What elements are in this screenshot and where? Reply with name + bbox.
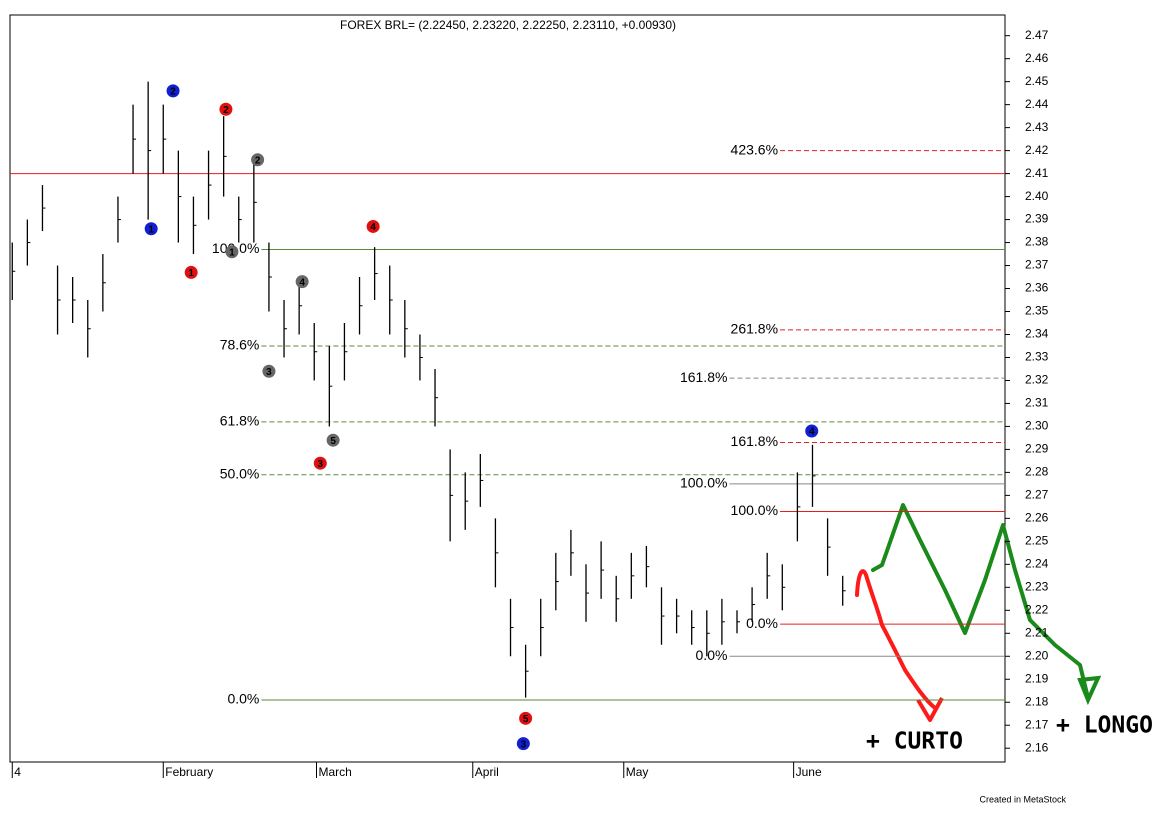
y-tick-label: 2.29 <box>1025 442 1049 456</box>
hand-arrowhead <box>1077 675 1102 706</box>
wave-label: 3 <box>266 367 272 378</box>
fib-label: 0.0% <box>227 691 259 707</box>
y-tick-label: 2.45 <box>1025 74 1049 88</box>
y-tick-label: 2.34 <box>1025 327 1049 341</box>
wave-label: 2 <box>223 105 229 116</box>
fib-label: 100.0% <box>731 502 778 518</box>
fib-label: 61.8% <box>220 413 260 429</box>
y-tick-label: 2.39 <box>1025 212 1049 226</box>
wave-marker <box>225 245 239 259</box>
wave-marker <box>366 219 380 233</box>
hand-arrowhead <box>916 697 944 722</box>
fib-label: 50.0% <box>220 465 260 481</box>
hand-zigzag <box>871 503 1090 700</box>
y-tick-label: 2.18 <box>1025 694 1049 708</box>
fib-label: 0.0% <box>746 615 778 631</box>
y-tick-label: 2.40 <box>1025 189 1049 203</box>
wave-label: 3 <box>521 739 527 750</box>
wave-label: 4 <box>809 427 815 438</box>
y-tick-label: 2.35 <box>1025 304 1049 318</box>
y-tick-label: 2.23 <box>1025 579 1049 593</box>
y-tick-label: 2.46 <box>1025 51 1049 65</box>
y-tick-label: 2.26 <box>1025 511 1049 525</box>
y-tick-label: 2.43 <box>1025 120 1049 134</box>
y-tick-label: 2.27 <box>1025 488 1049 502</box>
wave-marker <box>295 275 309 289</box>
y-tick-label: 2.37 <box>1025 258 1049 272</box>
wave-label: 4 <box>299 277 305 288</box>
wave-marker <box>313 456 327 470</box>
wave-marker <box>326 433 340 447</box>
wave-label: 1 <box>188 268 194 279</box>
wave-label: 2 <box>255 155 261 166</box>
fib-label: 423.6% <box>731 141 778 157</box>
wave-marker <box>519 711 533 725</box>
x-tick-label: February <box>165 765 213 779</box>
x-tick-label: May <box>626 765 649 779</box>
y-tick-label: 2.36 <box>1025 281 1049 295</box>
hand-note: + LONGO <box>1056 713 1153 739</box>
footer: Created in MetaStock <box>979 794 1066 804</box>
wave-marker <box>805 424 819 438</box>
y-tick-label: 2.30 <box>1025 419 1049 433</box>
y-tick-label: 2.22 <box>1025 602 1049 616</box>
wave-label: 3 <box>317 459 323 470</box>
y-tick-label: 2.19 <box>1025 671 1049 685</box>
wave-marker <box>516 737 530 751</box>
wave-label: 5 <box>330 436 336 447</box>
y-tick-label: 2.31 <box>1025 396 1049 410</box>
fib-label: 161.8% <box>731 433 778 449</box>
wave-marker <box>166 84 180 98</box>
x-tick-label: April <box>475 765 499 779</box>
y-tick-label: 2.44 <box>1025 97 1049 111</box>
wave-marker <box>262 364 276 378</box>
wave-label: 1 <box>148 224 154 235</box>
y-tick-label: 2.25 <box>1025 534 1049 548</box>
wave-marker <box>144 222 158 236</box>
hand-arrow <box>855 569 937 710</box>
y-tick-label: 2.38 <box>1025 235 1049 249</box>
wave-label: 4 <box>370 222 376 233</box>
wave-marker <box>251 153 265 167</box>
y-tick-label: 2.28 <box>1025 465 1049 479</box>
fib-label: 0.0% <box>696 647 728 663</box>
fib-label: 78.6% <box>220 337 260 353</box>
y-tick-label: 2.42 <box>1025 143 1049 157</box>
y-tick-label: 2.17 <box>1025 717 1049 731</box>
y-tick-label: 2.16 <box>1025 740 1049 754</box>
x-tick-label: 4 <box>14 765 21 779</box>
wave-marker <box>184 265 198 279</box>
fib-label: 161.8% <box>680 369 727 385</box>
y-tick-label: 2.21 <box>1025 625 1049 639</box>
y-tick-label: 2.20 <box>1025 648 1049 662</box>
x-tick-label: March <box>319 765 352 779</box>
wave-label: 1 <box>229 247 235 258</box>
wave-label: 5 <box>523 714 529 725</box>
plot-frame <box>9 14 1006 763</box>
y-tick-label: 2.47 <box>1025 28 1049 42</box>
hand-note: + CURTO <box>866 729 963 755</box>
chart-title: FOREX BRL= (2.22450, 2.23220, 2.22250, 2… <box>340 18 676 32</box>
fib-label: 261.8% <box>731 321 778 337</box>
fib-label: 100.0% <box>680 475 727 491</box>
y-tick-label: 2.32 <box>1025 373 1049 387</box>
wave-label: 2 <box>170 86 176 97</box>
y-tick-label: 2.33 <box>1025 350 1049 364</box>
x-tick-label: June <box>796 765 822 779</box>
y-tick-label: 2.41 <box>1025 166 1049 180</box>
y-tick-label: 2.24 <box>1025 557 1049 571</box>
wave-marker <box>219 102 233 116</box>
